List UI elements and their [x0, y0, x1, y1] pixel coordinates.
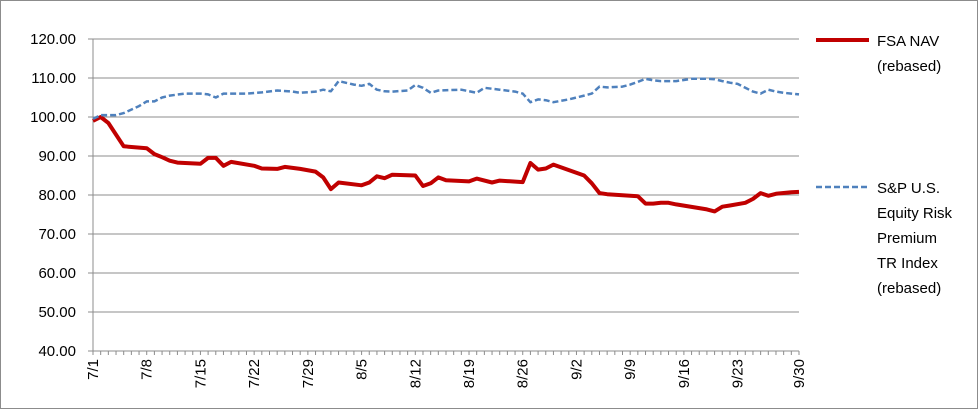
y-tick-label: 60.00 [38, 265, 76, 282]
legend-label: Premium [877, 230, 937, 247]
legend-label: (rebased) [877, 280, 941, 297]
legend: FSA NAV (rebased) S&P U.S. Equity Risk Premi… [816, 33, 953, 297]
y-tick-label: 100.00 [30, 109, 76, 126]
y-tick-label: 110.00 [31, 70, 76, 87]
y-tick-label: 90.00 [38, 148, 76, 165]
x-tick-label: 8/19 [461, 359, 478, 388]
y-tick-label: 70.00 [38, 226, 76, 243]
x-tick-label: 9/2 [568, 359, 585, 380]
y-tick-label: 80.00 [38, 187, 76, 204]
legend-label: S&P U.S. [877, 180, 940, 197]
series-lines [92, 77, 800, 214]
x-tick-label: 8/5 [354, 359, 371, 380]
legend-label: (rebased) [877, 58, 941, 75]
series-line-0 [92, 115, 800, 214]
x-tick-label: 8/26 [515, 359, 532, 388]
x-tick-label: 9/30 [791, 359, 808, 388]
x-tick-label: 9/9 [622, 359, 639, 380]
grid-lines [88, 38, 799, 352]
x-tick-label: 9/23 [730, 359, 747, 388]
legend-label: TR Index [877, 255, 938, 272]
y-tick-label: 40.00 [38, 343, 76, 360]
x-tick-label: 7/29 [300, 359, 317, 388]
x-tick-label: 7/8 [139, 359, 156, 380]
x-tick-label: 7/15 [192, 359, 209, 388]
x-tick-label: 8/12 [407, 359, 424, 388]
x-tick-label: 9/16 [676, 359, 693, 388]
legend-label: Equity Risk [877, 205, 953, 222]
axes [92, 39, 800, 355]
x-tick-label: 7/1 [85, 359, 102, 380]
x-tick-label: 7/22 [246, 359, 263, 388]
legend-label: FSA NAV [877, 33, 939, 50]
x-axis-labels: 7/1 7/8 7/15 7/22 7/29 8/5 8/12 8/19 8/26 9/2 9/9 9… [85, 359, 808, 388]
y-tick-label: 120.00 [30, 31, 76, 48]
y-axis-labels: 40.00 50.00 60.00 70.00 80.00 90.00 100.00 110.… [30, 31, 76, 360]
y-tick-label: 50.00 [38, 304, 76, 321]
series-line-1 [92, 77, 800, 121]
